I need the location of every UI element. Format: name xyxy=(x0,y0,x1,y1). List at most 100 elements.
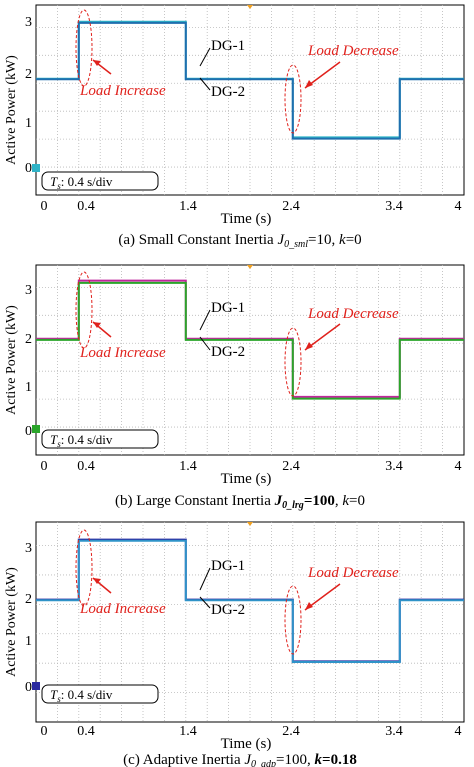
timebase-part: T xyxy=(50,432,58,447)
dg1-label: DG-1 xyxy=(211,38,245,54)
x-tick-label: 0 xyxy=(41,199,48,214)
ground-marker-c xyxy=(32,682,40,690)
caption-part: 0_adp xyxy=(251,759,276,767)
x-tick-label: 4 xyxy=(455,724,462,739)
load-increase-ellipse xyxy=(75,271,93,349)
caption-part: 0_sml xyxy=(284,239,308,250)
load-increase-arrowhead xyxy=(93,578,101,584)
timebase-frame xyxy=(41,684,159,704)
series-line-dg-2 xyxy=(36,539,464,663)
dg2-pointer xyxy=(199,336,211,351)
y-tick-labels-b: 3 2 1 0 xyxy=(25,283,32,439)
x-tick-labels-c: 0 0.4 1.4 2.4 3.4 4 xyxy=(41,724,462,739)
load-decrease-arrowhead xyxy=(305,342,313,350)
annotations-b: Load Increase Load Decrease DG-1 DG-2 xyxy=(75,271,399,397)
timebase-part: T xyxy=(50,687,58,702)
load-increase-label: Load Increase xyxy=(79,601,166,617)
timebase-part: : 0.4 s/div xyxy=(61,687,113,702)
x-axis-label-c: Time (s) xyxy=(221,736,272,752)
caption-part: 0_lrg xyxy=(282,500,304,511)
y-tick-labels-a: 3 2 1 0 xyxy=(25,15,32,176)
caption-part: J xyxy=(244,752,252,767)
timebase-part: s xyxy=(57,439,61,449)
y-axis-label-b: Active Power (kW) xyxy=(4,305,19,415)
timebase-part: : 0.4 s/div xyxy=(61,432,113,447)
dg2-label: DG-2 xyxy=(211,602,245,618)
load-decrease-ellipse xyxy=(284,327,302,397)
trigger-marker xyxy=(247,265,253,269)
series-group-a xyxy=(36,20,464,140)
x-tick-label: 3.4 xyxy=(385,199,403,214)
load-increase-ellipse xyxy=(75,9,93,87)
load-decrease-ellipse xyxy=(284,585,302,655)
dg1-pointer xyxy=(199,47,211,67)
x-tick-label: 4 xyxy=(455,459,462,474)
x-tick-labels-a: 0 0.4 1.4 2.4 3.4 4 xyxy=(41,199,462,214)
series-group-b xyxy=(36,279,464,400)
load-increase-arrowhead xyxy=(93,60,101,66)
timebase-part: T xyxy=(50,174,58,189)
load-decrease-arrowhead xyxy=(305,80,313,88)
caption-part: k xyxy=(339,232,346,248)
x-tick-label: 2.4 xyxy=(282,459,300,474)
dg2-label: DG-2 xyxy=(211,84,245,100)
y-tick-label: 1 xyxy=(25,116,32,131)
series-line-dg-2 xyxy=(36,281,464,400)
caption-part: =100, xyxy=(276,752,314,767)
caption-part: =10, xyxy=(308,232,339,248)
y-tick-label: 0 xyxy=(25,424,32,439)
x-tick-label: 1.4 xyxy=(179,199,197,214)
caption-part: J xyxy=(274,493,283,509)
x-tick-label: 2.4 xyxy=(282,724,300,739)
dg2-label: DG-2 xyxy=(211,344,245,360)
y-tick-label: 0 xyxy=(25,161,32,176)
load-decrease-label: Load Decrease xyxy=(307,306,399,322)
series-line-dg-2 xyxy=(36,21,464,140)
timebase-label: Ts: 0.4 s/div xyxy=(50,687,113,704)
caption-part: , xyxy=(335,493,343,509)
panel-c: Active Power (kW) 3 2 1 0 0 0.4 1.4 2.4 … xyxy=(4,521,465,767)
x-tick-label: 0 xyxy=(41,459,48,474)
load-decrease-label: Load Decrease xyxy=(307,565,399,581)
y-tick-label: 2 xyxy=(25,592,32,607)
x-tick-label: 0.4 xyxy=(77,459,95,474)
ground-marker-b xyxy=(32,425,40,433)
annotations-a: Load Increase Load Decrease DG-1 DG-2 xyxy=(75,9,399,134)
y-axis-label-a: Active Power (kW) xyxy=(4,55,19,165)
caption-part: k xyxy=(342,493,349,509)
load-increase-label: Load Increase xyxy=(79,345,166,361)
load-decrease-arrowhead xyxy=(305,602,313,610)
timebase-box-b: Ts: 0.4 s/div xyxy=(41,429,159,449)
y-tick-label: 1 xyxy=(25,634,32,649)
grid-a xyxy=(36,5,464,195)
dg2-pointer xyxy=(199,77,211,91)
caption-part: k xyxy=(315,752,323,767)
load-decrease-label: Load Decrease xyxy=(307,43,399,59)
timebase-part: s xyxy=(57,694,61,704)
caption-part: J xyxy=(277,232,285,248)
x-axis-label-a: Time (s) xyxy=(221,211,272,227)
x-tick-label: 0 xyxy=(41,724,48,739)
x-axis-label-b: Time (s) xyxy=(221,471,272,487)
y-tick-label: 3 xyxy=(25,15,32,30)
x-tick-labels-b: 0 0.4 1.4 2.4 3.4 4 xyxy=(41,459,462,474)
grid-b xyxy=(36,265,464,455)
dg2-pointer xyxy=(199,596,211,609)
x-tick-label: 2.4 xyxy=(282,199,300,214)
annotations-c: Load Increase Load Decrease DG-1 DG-2 xyxy=(75,529,399,655)
trigger-marker xyxy=(247,522,253,526)
series-group-c xyxy=(36,538,464,663)
caption-part: (a) Small Constant Inertia xyxy=(118,232,277,248)
dg1-label: DG-1 xyxy=(211,300,245,316)
x-tick-label: 4 xyxy=(455,199,462,214)
caption-a: (a) Small Constant Inertia J0_sml=10, k=… xyxy=(118,232,361,250)
y-tick-label: 3 xyxy=(25,283,32,298)
load-increase-arrowhead xyxy=(93,322,101,328)
caption-part: (c) Adaptive Inertia xyxy=(123,752,244,767)
dg1-pointer xyxy=(199,309,211,331)
panel-a: Active Power (kW) 3 2 1 0 0 0.4 1.4 2.4 … xyxy=(4,4,465,250)
dg1-pointer xyxy=(199,567,211,591)
timebase-part: s xyxy=(57,181,61,191)
caption-part: (b) Large Constant Inertia xyxy=(115,493,275,509)
